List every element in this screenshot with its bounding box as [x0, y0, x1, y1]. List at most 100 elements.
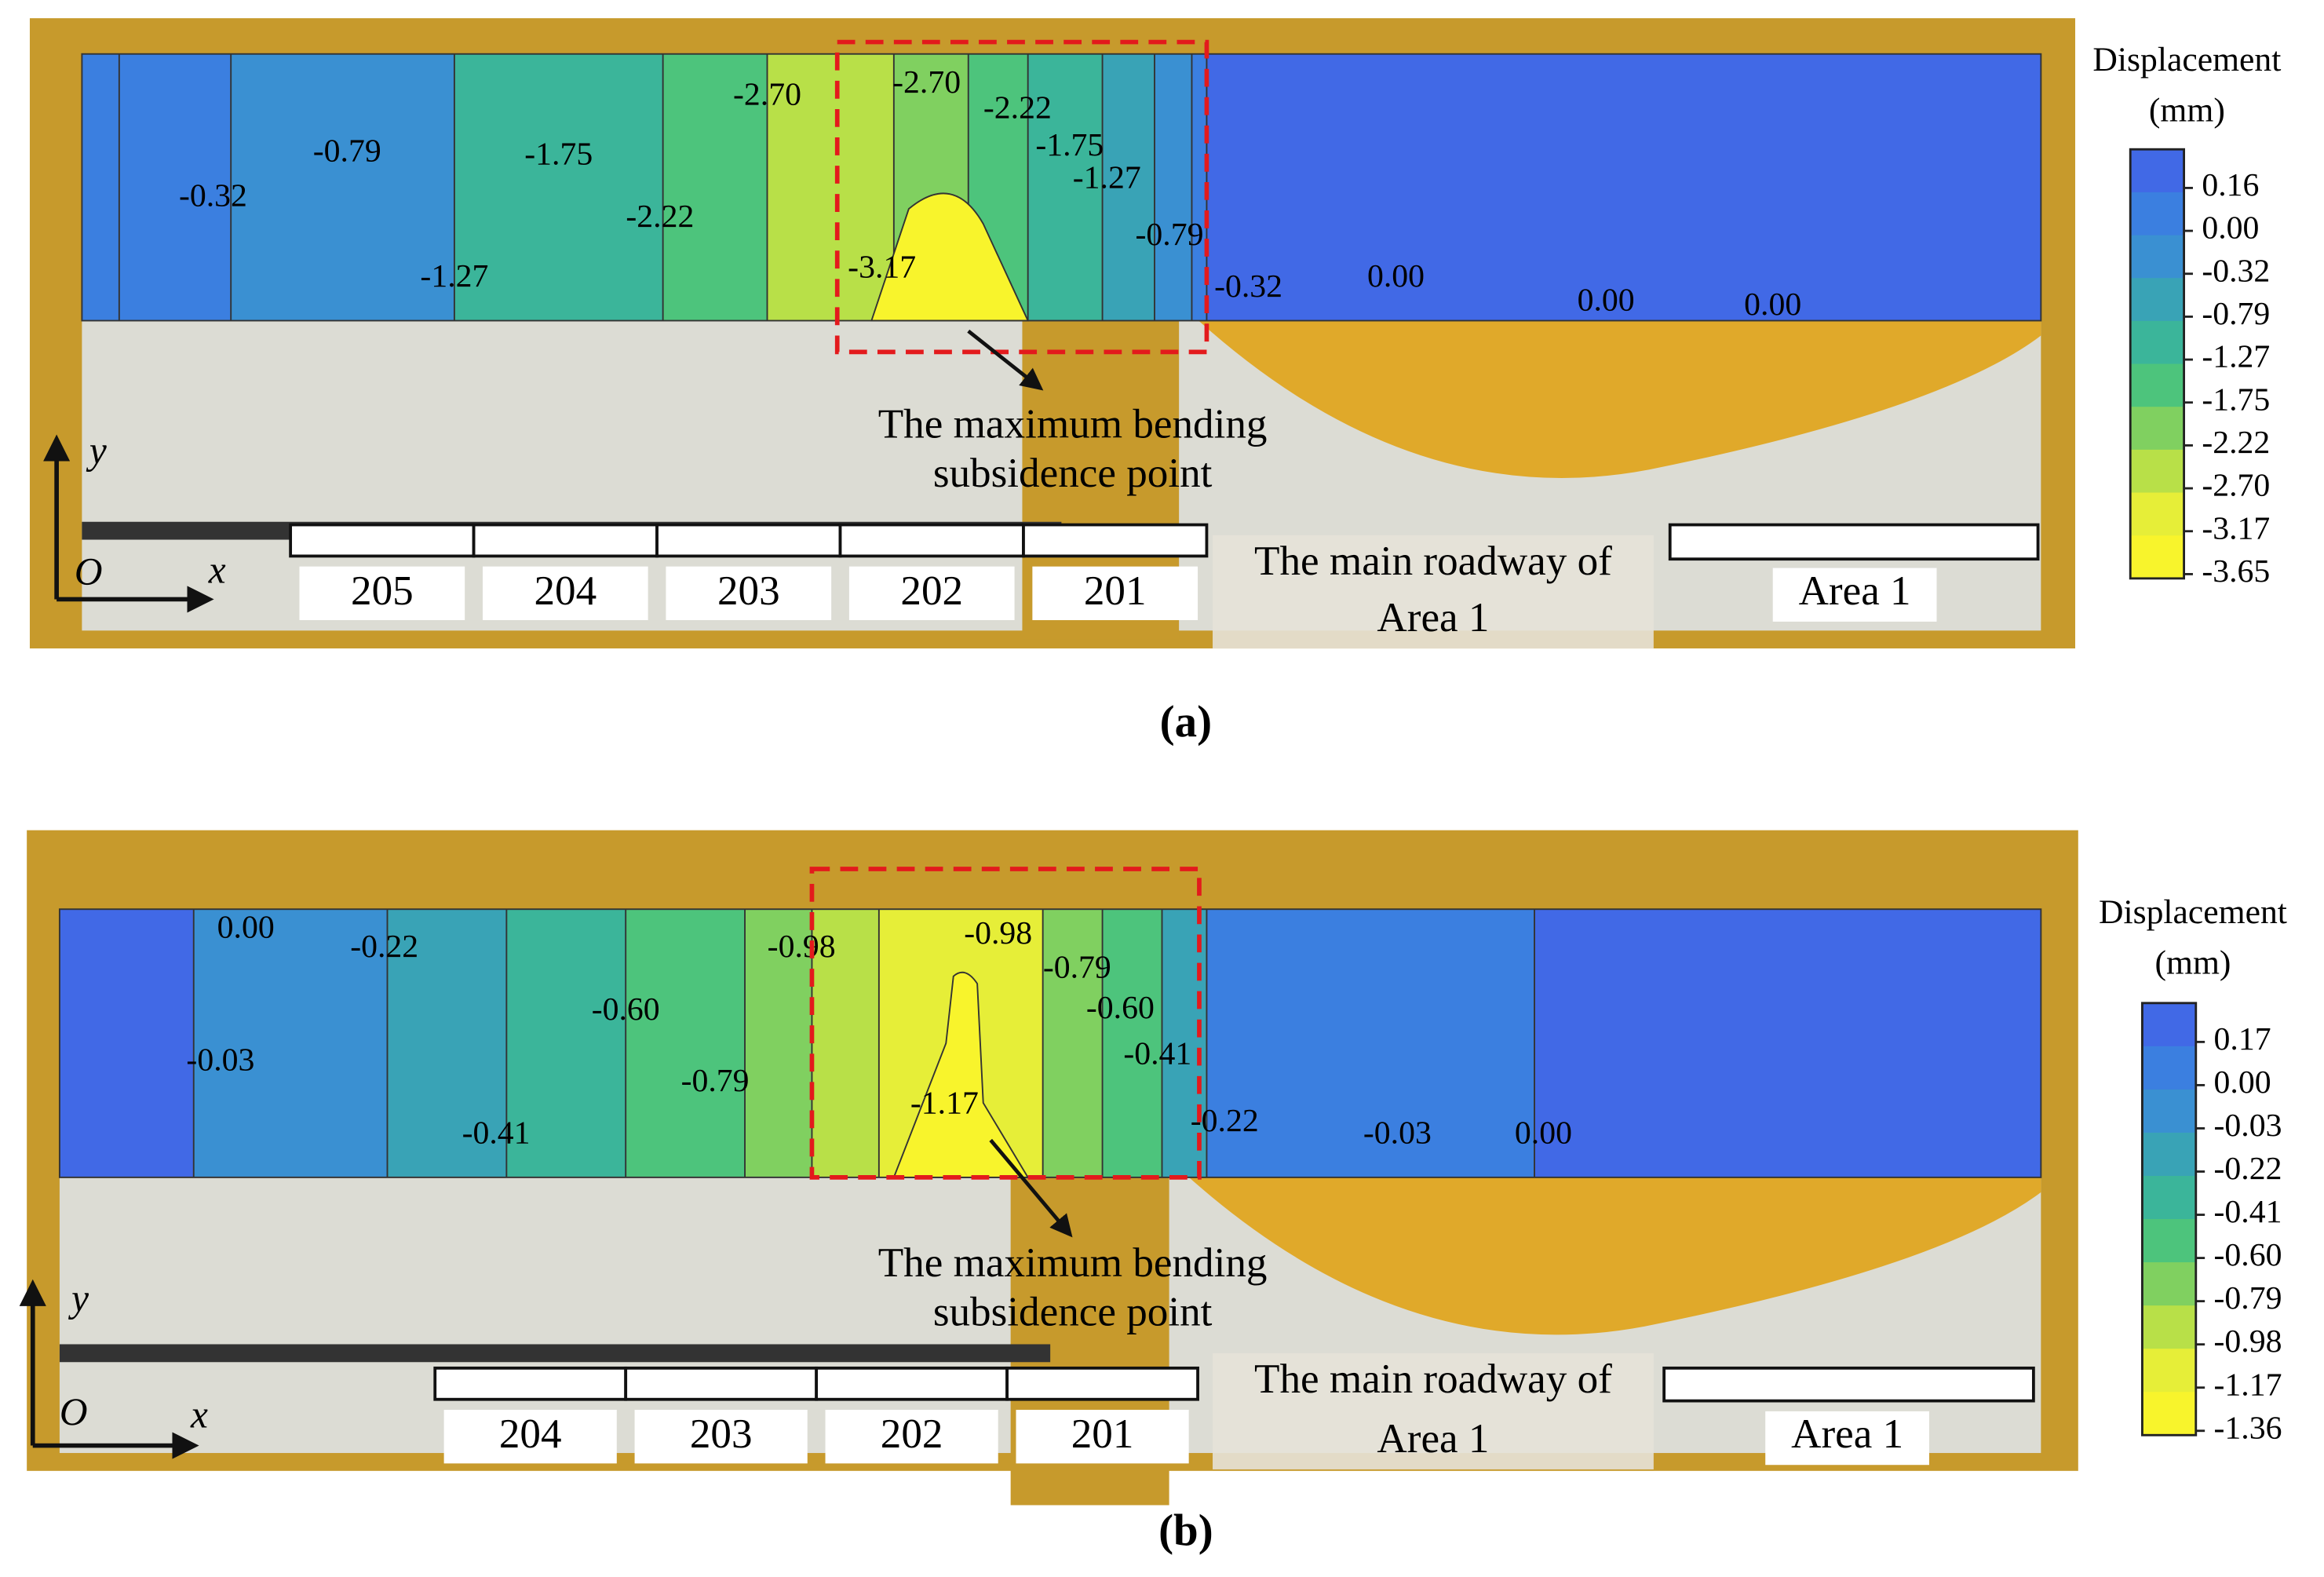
- section-label: 204: [534, 568, 597, 614]
- colorbar-tick-label: 0.00: [2214, 1064, 2271, 1101]
- colorbar-band: [2130, 320, 2184, 365]
- section-label: 203: [690, 1411, 753, 1457]
- colorbar-band: [2142, 1046, 2196, 1090]
- colorbar-band: [2142, 1002, 2196, 1047]
- contour-band: [767, 53, 894, 321]
- colorbar-band: [2142, 1305, 2196, 1350]
- contour-band: [1155, 53, 1192, 321]
- contour-label: -0.03: [1363, 1115, 1432, 1151]
- contour-label: -1.75: [524, 136, 593, 172]
- contour-label: -0.22: [1191, 1103, 1259, 1139]
- area-label-bg: [1765, 1411, 1930, 1466]
- colorbar-band: [2142, 1089, 2196, 1133]
- axis-label: O: [60, 1390, 88, 1433]
- contour-band: [662, 53, 768, 321]
- section-box: [1005, 1366, 1199, 1401]
- colorbar-tick-label: -0.22: [2214, 1151, 2282, 1187]
- area-label: Area 1: [1799, 568, 1911, 614]
- colorbar-band: [2130, 149, 2184, 193]
- axis-label: O: [75, 549, 103, 593]
- contour-label: 0.00: [217, 909, 275, 945]
- section-label: 204: [499, 1411, 562, 1457]
- contour-label: -0.79: [1136, 217, 1204, 253]
- contour-label: -2.70: [733, 76, 801, 112]
- contour-band: [82, 53, 119, 321]
- colorbar-tick-label: -0.79: [2202, 296, 2270, 332]
- colorbar-band: [2130, 192, 2184, 236]
- contour-label: -3.17: [848, 250, 916, 286]
- panel-caption: (a): [1160, 697, 1212, 747]
- section-box: [815, 1366, 1009, 1401]
- contour-label: 0.00: [1367, 258, 1425, 294]
- colorbar-band: [2130, 407, 2184, 451]
- arrow: [989, 1138, 1073, 1238]
- colorbar-band: [2142, 1262, 2196, 1307]
- subsidence-basin: [1198, 320, 2041, 478]
- annotation: The maximum bending: [878, 401, 1268, 447]
- contour-band: [119, 53, 232, 321]
- section-label-bg: [1032, 566, 1198, 621]
- colorbar-tick-label: 0.00: [2202, 210, 2259, 246]
- contour-label: -0.41: [1123, 1036, 1191, 1072]
- contour-label: -0.98: [768, 929, 836, 965]
- colorbar-band: [2142, 1219, 2196, 1264]
- section-label: 205: [351, 568, 414, 614]
- colorbar-tick-label: -0.03: [2214, 1108, 2282, 1144]
- roadway-label: The main roadway of: [1254, 538, 1612, 584]
- colorbar-band: [2130, 449, 2184, 494]
- contour-band: [193, 909, 388, 1177]
- colorbar-title: Displacement: [2099, 893, 2287, 931]
- contour-label: -0.79: [313, 133, 381, 169]
- colorbar-tick-label: -2.70: [2202, 468, 2270, 504]
- contour-band: [1102, 53, 1155, 321]
- section-label: 203: [717, 568, 780, 614]
- contour-band: [1027, 53, 1103, 321]
- colorbar-title: Displacement: [2092, 41, 2281, 78]
- section-label-bg: [299, 566, 465, 621]
- annotation: The maximum bending: [878, 1240, 1268, 1286]
- contour-band: [626, 909, 746, 1177]
- section-label-bg: [482, 566, 648, 621]
- axis-label: y: [67, 1277, 89, 1320]
- axis-label: y: [86, 429, 107, 473]
- contour-label: -0.22: [350, 929, 418, 965]
- subsidence-basin: [1188, 1177, 2041, 1335]
- area-label: Area 1: [1791, 1411, 1903, 1457]
- contour-band: [1042, 909, 1103, 1177]
- arrow: [967, 329, 1044, 391]
- colorbar-tick-label: -0.60: [2214, 1237, 2282, 1273]
- roadway-bg: [1213, 535, 1654, 649]
- colorbar-tick-label: -2.22: [2202, 425, 2270, 461]
- colorbar-tick-label: 0.17: [2214, 1021, 2271, 1057]
- colorbar-band: [2130, 278, 2184, 322]
- contour-label: -2.22: [626, 199, 694, 235]
- colorbar-tick-label: -1.75: [2202, 381, 2270, 418]
- contour-border: [58, 908, 2042, 1178]
- max-zone: [870, 192, 1030, 322]
- colorbar-band: [2130, 235, 2184, 279]
- colorbar-unit: (mm): [2154, 944, 2231, 981]
- contour-label: 0.00: [1578, 282, 1635, 318]
- roadway-label: The main roadway of: [1254, 1356, 1612, 1402]
- colorbar-band: [2142, 1349, 2196, 1393]
- colorbar-band: [2142, 1392, 2196, 1436]
- panel-caption: (b): [1158, 1506, 1213, 1555]
- colorbar-unit: (mm): [2149, 92, 2225, 130]
- section-label: 202: [881, 1411, 943, 1457]
- colorbar-tick-label: -1.27: [2202, 339, 2270, 375]
- area-label-bg: [1772, 568, 1937, 622]
- contour-label: -1.27: [420, 258, 488, 294]
- colorbar-band: [2142, 1132, 2196, 1177]
- contour-label: -1.27: [1073, 160, 1141, 196]
- section-box: [1022, 523, 1209, 558]
- colorbar-tick-label: -3.65: [2202, 553, 2270, 590]
- contour-band: [745, 909, 812, 1177]
- contour-band: [1102, 909, 1162, 1177]
- contour-label: -0.60: [592, 991, 660, 1028]
- contour-band: [387, 909, 507, 1177]
- section-box: [838, 523, 1025, 558]
- colorbar-tick-label: -1.36: [2214, 1410, 2282, 1446]
- contour-band: [454, 53, 663, 321]
- contour-label: -0.41: [462, 1115, 531, 1151]
